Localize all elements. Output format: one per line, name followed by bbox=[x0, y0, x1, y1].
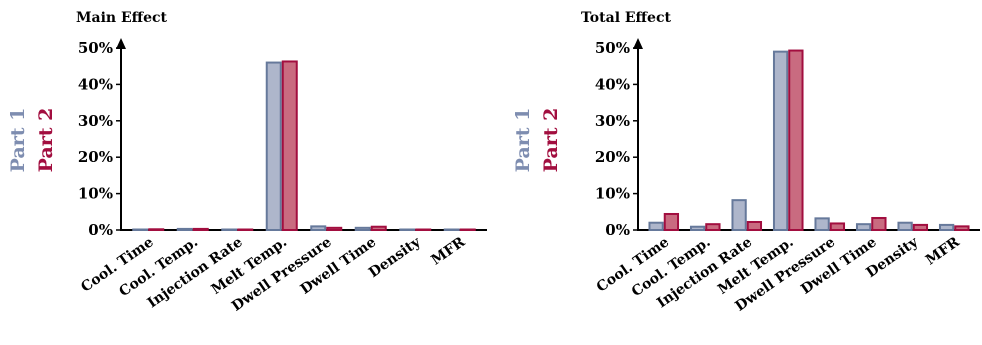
chart1-bar-part1 bbox=[132, 228, 149, 231]
chart2-group: Total Effect Part 1 Part 2 0% 10% 20% 30% 40% 50… bbox=[512, 10, 980, 315]
chart1-ytick-label: 40% bbox=[78, 75, 113, 93]
chart1-y-axis-arrow bbox=[116, 38, 126, 49]
chart1-ytick-label: 0% bbox=[88, 221, 113, 239]
chart1-bar-part1 bbox=[221, 228, 238, 231]
chart2-bar-part2 bbox=[788, 49, 804, 231]
chart1-category-label: Density bbox=[366, 234, 424, 281]
chart1-category-label: MFR bbox=[428, 234, 468, 269]
chart1-bar-part2 bbox=[148, 228, 165, 232]
chart1-bar-part2 bbox=[237, 228, 254, 231]
chart1-bar-part1 bbox=[265, 61, 282, 232]
chart1-legend-1: Part 1 bbox=[7, 108, 29, 173]
chart1-ytick-label: 10% bbox=[78, 185, 113, 203]
chart1-ytick-label: 50% bbox=[78, 39, 113, 57]
chart2-title: Total Effect bbox=[581, 10, 671, 26]
chart1-title: Main Effect bbox=[76, 10, 168, 26]
chart1-bar-part2 bbox=[281, 60, 298, 231]
chart2-bar-part1 bbox=[731, 199, 747, 231]
chart2-bar-part2 bbox=[746, 220, 763, 232]
chart1-ytick-label: 30% bbox=[78, 112, 113, 130]
chart1-bar-part1 bbox=[443, 228, 460, 231]
chart1-legend-2: Part 2 bbox=[35, 108, 57, 173]
chart1-group: Main Effect Part 1 Part 2 0% 10% 20% 30% 40% 50%… bbox=[7, 10, 487, 315]
chart2-ytick-label: 10% bbox=[595, 185, 630, 203]
chart2-bar-part2 bbox=[912, 223, 929, 232]
chart2-bar-part2 bbox=[871, 216, 887, 232]
chart1-bar-part1 bbox=[399, 228, 416, 231]
chart2-bar-part1 bbox=[772, 50, 789, 231]
chart2-bar-part1 bbox=[814, 217, 830, 232]
chart2-legend-2: Part 2 bbox=[540, 108, 562, 173]
chart2-category-label: MFR bbox=[923, 234, 963, 269]
chart1-bar-part1 bbox=[310, 225, 327, 232]
chart2-legend-1: Part 1 bbox=[512, 108, 534, 173]
chart2-ytick-label: 20% bbox=[595, 148, 630, 166]
chart2-bar-part1 bbox=[897, 221, 913, 232]
chart2-bar-part2 bbox=[954, 225, 970, 232]
chart1-bar-part1 bbox=[354, 226, 371, 231]
chart1-bar-part1 bbox=[176, 227, 193, 232]
chart2-bar-part1 bbox=[938, 223, 955, 232]
chart1-bar-part2 bbox=[370, 225, 387, 231]
chart1-bar-part2 bbox=[415, 228, 432, 231]
chart1-bar-part2 bbox=[326, 226, 343, 231]
chart2-y-axis-arrow bbox=[633, 38, 643, 49]
chart1-bar-part2 bbox=[192, 227, 209, 232]
chart2-bar-part1 bbox=[855, 223, 872, 231]
chart2-ytick-label: 50% bbox=[595, 39, 630, 57]
chart1-category-label: Dwell Time bbox=[298, 234, 379, 298]
chart1-bar-part2 bbox=[459, 228, 476, 231]
chart2-bar-part1 bbox=[648, 221, 664, 232]
chart2-ytick-label: 30% bbox=[595, 112, 630, 130]
chart2-ytick-label: 0% bbox=[605, 221, 630, 239]
chart2-bar-part2 bbox=[705, 223, 721, 231]
chart2-ytick-label: 40% bbox=[595, 75, 630, 93]
chart2-bar-part1 bbox=[689, 225, 706, 231]
chart2-bar-part2 bbox=[663, 212, 680, 231]
chart2-bar-part2 bbox=[829, 222, 846, 231]
chart1-ytick-label: 20% bbox=[78, 148, 113, 166]
